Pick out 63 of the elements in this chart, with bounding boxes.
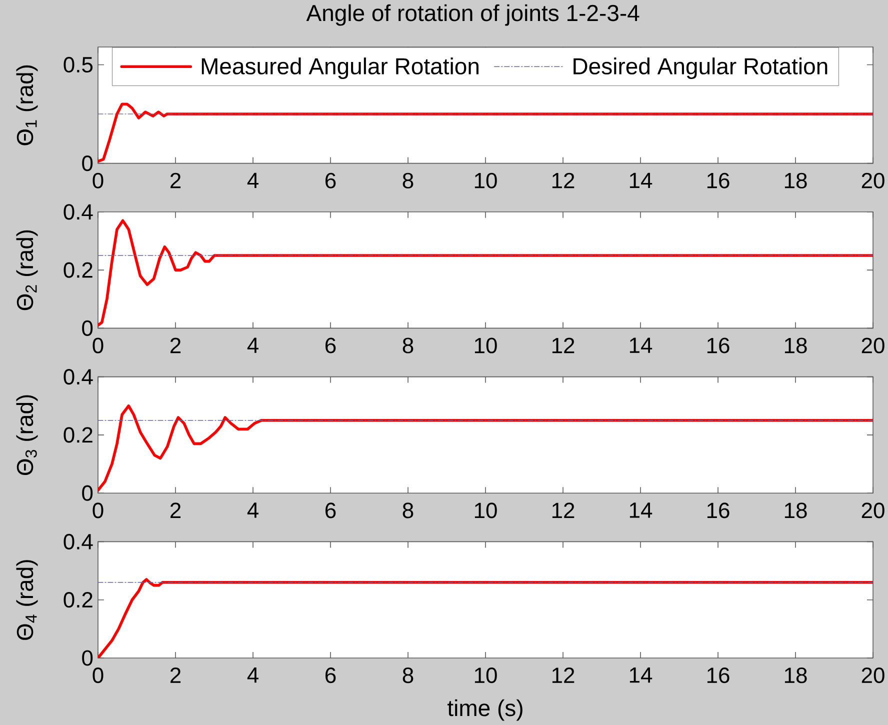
x-tick-label: 0	[92, 338, 104, 354]
x-tick-label: 6	[326, 172, 336, 188]
x-tick-label: 16	[707, 172, 730, 188]
y-tick-label: 0	[82, 155, 93, 172]
y-axis-title: Θ$_{4}$ (rad)	[16, 560, 38, 640]
x-tick-label: 12	[552, 338, 574, 354]
y-tick-label: 0	[82, 650, 93, 666]
x-tick-label: 18	[784, 172, 807, 188]
y-tick-label: 0.5	[64, 56, 93, 73]
x-tick-label: 16	[707, 668, 730, 684]
x-tick-label: 20	[862, 668, 884, 684]
x-tick-label: 18	[784, 668, 807, 684]
x-tick-label: 12	[552, 668, 574, 683]
x-tick-label: 2	[170, 502, 181, 518]
x-tick-label: 16	[707, 338, 730, 354]
y-tick-label: 0.4	[64, 534, 93, 550]
x-tick-label: 20	[862, 338, 884, 354]
y-tick-label: 0.2	[64, 427, 92, 443]
x-tick-label: 8	[402, 172, 414, 188]
x-tick-label: 8	[402, 338, 414, 354]
x-tick-label: 0	[92, 172, 104, 188]
x-tick-label: 18	[784, 502, 807, 518]
y-tick-label: 0.4	[64, 204, 93, 220]
x-tick-label: 16	[707, 502, 730, 518]
x-tick-label: 2	[170, 172, 181, 188]
x-tick-label: 20	[862, 172, 884, 188]
legend-label: Desired Angular Rotation	[574, 58, 828, 79]
x-tick-label: 14	[630, 172, 652, 188]
y-tick-label: 0.2	[64, 592, 92, 608]
y-tick-label: 0.2	[64, 262, 92, 278]
x-tick-label: 20	[862, 502, 884, 518]
x-tick-label: 8	[402, 668, 414, 684]
legend-label: Measured Angular Rotation	[202, 58, 478, 79]
x-tick-label: 4	[247, 172, 258, 188]
x-tick-label: 4	[247, 338, 258, 353]
x-tick-label: 10	[474, 172, 497, 188]
x-axis-title: time (s)	[448, 699, 522, 721]
x-tick-label: 10	[474, 668, 497, 684]
y-axis-title: Θ$_{1}$ (rad)	[16, 65, 38, 146]
y-tick-label: 0	[82, 320, 93, 336]
x-tick-label: 6	[326, 502, 336, 518]
x-tick-label: 0	[92, 502, 104, 518]
x-tick-label: 14	[630, 502, 652, 518]
x-tick-label: 0	[92, 668, 104, 684]
x-tick-label: 14	[630, 668, 652, 683]
x-tick-label: 2	[170, 338, 181, 354]
x-tick-label: 12	[552, 172, 574, 188]
x-tick-label: 2	[170, 668, 181, 683]
x-tick-label: 14	[630, 338, 652, 353]
x-tick-label: 8	[402, 502, 414, 518]
x-tick-label: 12	[552, 502, 574, 518]
y-axis-title: Θ$_{3}$ (rad)	[16, 395, 38, 476]
y-tick-label: 0	[82, 485, 93, 501]
chart-title: Angle of rotation of joints 1-2-3-4	[306, 4, 640, 26]
y-axis-title: Θ$_{2}$ (rad)	[16, 230, 38, 310]
x-tick-label: 4	[247, 668, 258, 683]
x-tick-label: 10	[474, 502, 497, 518]
x-tick-label: 6	[326, 668, 336, 684]
x-tick-label: 18	[784, 338, 807, 354]
x-tick-label: 10	[474, 338, 497, 354]
y-tick-label: 0.4	[64, 369, 93, 385]
x-tick-label: 4	[247, 502, 258, 518]
x-tick-label: 6	[326, 338, 336, 354]
